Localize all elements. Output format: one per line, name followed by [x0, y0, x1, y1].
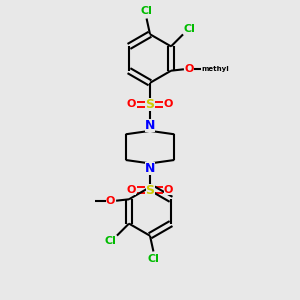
Text: O: O — [106, 196, 115, 206]
Text: N: N — [145, 162, 155, 175]
Text: Cl: Cl — [104, 236, 116, 246]
Text: N: N — [145, 119, 155, 132]
Text: S: S — [146, 98, 154, 111]
Text: methyl: methyl — [202, 66, 229, 72]
Text: O: O — [185, 64, 194, 74]
Text: O: O — [164, 185, 173, 195]
Text: Cl: Cl — [148, 254, 159, 264]
Text: Cl: Cl — [141, 6, 152, 16]
Text: S: S — [146, 184, 154, 196]
Text: O: O — [127, 99, 136, 109]
Text: Cl: Cl — [184, 24, 196, 34]
Text: O: O — [127, 185, 136, 195]
Text: O: O — [164, 99, 173, 109]
